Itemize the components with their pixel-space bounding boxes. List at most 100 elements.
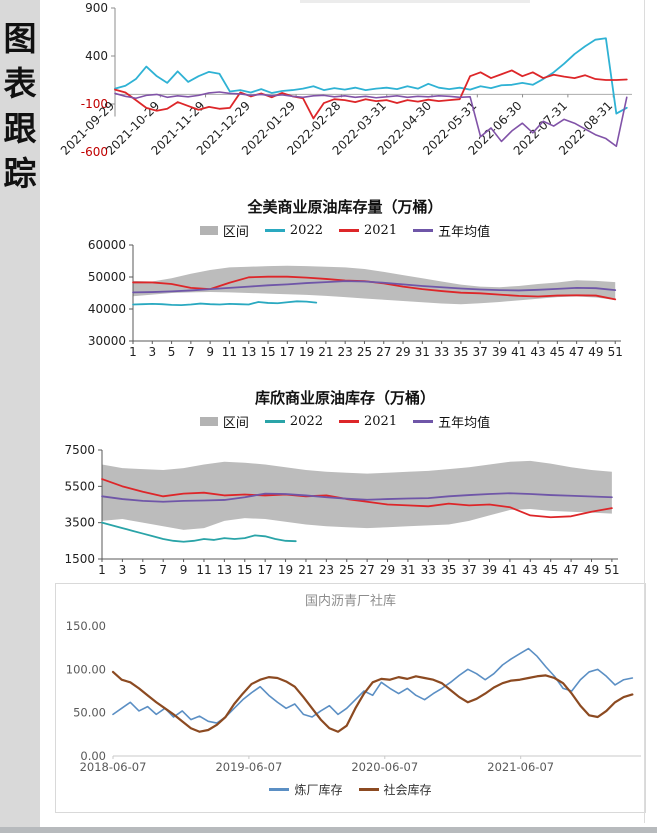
legend-item-2022: 2022	[264, 223, 323, 238]
svg-text:1: 1	[129, 345, 137, 359]
asphalt-inventory-chart: 国内沥青厂社库 0.00 50.00 100.00 150.00 2018-06-07 2…	[55, 583, 646, 813]
legend-item-2021: 2021	[339, 223, 397, 238]
svg-text:51: 51	[608, 345, 623, 359]
svg-text:23: 23	[319, 563, 334, 575]
asphalt-inventory-chart-svg: 0.00 50.00 100.00 150.00 2018-06-07 2019-06-0…	[66, 619, 641, 774]
svg-text:17: 17	[258, 563, 273, 575]
svg-text:19: 19	[278, 563, 293, 575]
line-swatch-2021	[339, 420, 359, 423]
line-swatch-social	[358, 788, 379, 791]
svg-text:9: 9	[206, 345, 214, 359]
legend-label: 社会库存	[383, 783, 432, 797]
svg-text:11: 11	[222, 345, 237, 359]
legend-item-range: 区间	[199, 412, 249, 431]
svg-text:2021-06-07: 2021-06-07	[487, 760, 554, 774]
svg-text:1500: 1500	[64, 552, 95, 566]
svg-text:51: 51	[604, 563, 619, 575]
range-band-swatch	[199, 226, 218, 235]
cropped-legend-remnant	[300, 0, 530, 3]
page-bottom-edge	[0, 827, 657, 833]
line-swatch-5yr	[413, 229, 434, 232]
legend-item-2021: 2021	[339, 414, 397, 429]
svg-text:15: 15	[237, 563, 252, 575]
svg-text:7: 7	[159, 563, 167, 575]
legend-label: 五年均值	[438, 416, 491, 431]
sidebar-char-2: 表	[3, 64, 37, 103]
svg-text:33: 33	[421, 563, 436, 575]
svg-text:39: 39	[492, 345, 507, 359]
sidebar-char-3: 跟	[3, 109, 37, 148]
legend-item-5yr-avg: 五年均值	[413, 221, 490, 240]
legend-label: 2022	[289, 414, 323, 429]
svg-text:40000: 40000	[88, 302, 126, 316]
range-band-swatch	[199, 417, 218, 426]
svg-text:21: 21	[298, 563, 313, 575]
svg-text:60000: 60000	[88, 238, 126, 252]
svg-text:3: 3	[119, 563, 127, 575]
svg-text:43: 43	[523, 563, 538, 575]
svg-text:27: 27	[376, 345, 391, 359]
asphalt-chart-legend: 炼厂库存 社会库存	[56, 781, 645, 798]
svg-text:29: 29	[395, 345, 410, 359]
svg-text:-600: -600	[81, 145, 108, 159]
svg-text:31: 31	[400, 563, 415, 575]
svg-text:21: 21	[318, 345, 333, 359]
us-crude-inventory-chart: 全美商业原油库存量（万桶） 区间 2022 2021 五年均值 30000 400…	[40, 192, 650, 370]
svg-text:2019-06-07: 2019-06-07	[215, 760, 282, 774]
legend-label: 五年均值	[438, 225, 491, 240]
svg-text:23: 23	[338, 345, 353, 359]
svg-text:43: 43	[530, 345, 545, 359]
us-crude-chart-legend: 区间 2022 2021 五年均值	[40, 221, 650, 240]
svg-text:25: 25	[339, 563, 354, 575]
svg-text:11: 11	[196, 563, 211, 575]
svg-text:35: 35	[441, 563, 456, 575]
legend-label: 2021	[364, 223, 398, 238]
legend-label: 2021	[364, 414, 398, 429]
svg-text:2018-06-07: 2018-06-07	[80, 760, 147, 774]
svg-text:0.00: 0.00	[80, 749, 106, 763]
svg-text:29: 29	[380, 563, 395, 575]
svg-text:39: 39	[482, 563, 497, 575]
svg-text:13: 13	[217, 563, 232, 575]
svg-text:1: 1	[98, 563, 106, 575]
legend-label: 区间	[222, 225, 249, 240]
svg-text:31: 31	[415, 345, 430, 359]
svg-text:47: 47	[563, 563, 578, 575]
svg-text:7500: 7500	[64, 443, 95, 457]
sidebar-char-4: 踪	[3, 154, 37, 193]
svg-text:50.00: 50.00	[73, 706, 106, 720]
svg-text:5500: 5500	[64, 479, 95, 493]
legend-label: 区间	[222, 416, 249, 431]
legend-item-5yr-avg: 五年均值	[413, 412, 490, 431]
line-swatch-2022	[264, 229, 285, 232]
svg-text:30000: 30000	[88, 334, 126, 348]
spread-chart-svg: 900400-100-6002021-09-292021-10-292021-1…	[58, 1, 632, 159]
svg-text:25: 25	[357, 345, 372, 359]
svg-text:49: 49	[588, 345, 603, 359]
svg-text:900: 900	[85, 1, 108, 15]
svg-text:3500: 3500	[64, 516, 95, 530]
svg-text:49: 49	[584, 563, 599, 575]
svg-text:2020-06-07: 2020-06-07	[351, 760, 418, 774]
us-crude-chart-title: 全美商业原油库存量（万桶）	[247, 198, 443, 216]
svg-text:400: 400	[85, 49, 108, 63]
svg-text:13: 13	[241, 345, 256, 359]
svg-text:5: 5	[168, 345, 176, 359]
svg-text:35: 35	[453, 345, 468, 359]
svg-text:7: 7	[187, 345, 195, 359]
legend-label: 炼厂库存	[294, 783, 343, 797]
sidebar-chart-tracking: 图 表 跟 踪	[0, 0, 40, 833]
legend-item-social: 社会库存	[358, 781, 432, 798]
svg-text:-100: -100	[81, 97, 108, 111]
svg-text:37: 37	[473, 345, 488, 359]
cushing-chart-legend: 区间 2022 2021 五年均值	[40, 412, 650, 431]
asphalt-chart-title: 国内沥青厂社库	[304, 594, 396, 609]
svg-text:41: 41	[511, 345, 526, 359]
svg-text:9: 9	[180, 563, 188, 575]
svg-text:41: 41	[502, 563, 517, 575]
svg-text:15: 15	[260, 345, 275, 359]
svg-text:5: 5	[139, 563, 147, 575]
legend-item-2022: 2022	[264, 414, 323, 429]
svg-text:47: 47	[569, 345, 584, 359]
